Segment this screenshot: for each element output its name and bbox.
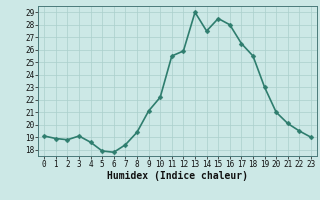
X-axis label: Humidex (Indice chaleur): Humidex (Indice chaleur) <box>107 171 248 181</box>
